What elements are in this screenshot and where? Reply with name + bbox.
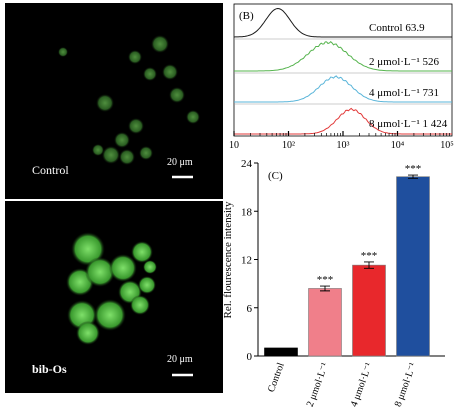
histogram-curve-4umol bbox=[234, 75, 452, 103]
y-tick-label: 18 bbox=[241, 206, 253, 218]
caption-control: Control bbox=[32, 163, 69, 177]
y-tick-label: 12 bbox=[241, 255, 252, 267]
y-tick-label: 0 bbox=[247, 351, 253, 363]
panel-a-label: (A) bbox=[6, 10, 22, 22]
bar-4 bbox=[396, 176, 430, 357]
y-axis-title: Rel. flourescence intensity bbox=[222, 201, 234, 318]
significance-label: *** bbox=[361, 250, 378, 262]
x-category-label: Control bbox=[266, 361, 287, 394]
x-tick-100000: 10⁵ bbox=[440, 140, 454, 151]
y-tick-label: 24 bbox=[241, 158, 253, 170]
y-tick-label: 6 bbox=[247, 303, 253, 315]
bar-2 bbox=[308, 288, 342, 357]
x-tick-10: 10 bbox=[229, 140, 239, 151]
control-cells bbox=[58, 35, 200, 165]
caption-bib-os: bib-Os bbox=[32, 362, 67, 376]
panel-b-label: (B) bbox=[239, 10, 254, 22]
panel-c-label: (C) bbox=[268, 170, 283, 182]
x-category-label: 2 μmol·L⁻¹ bbox=[305, 361, 331, 408]
x-tick-1000: 10³ bbox=[337, 140, 350, 151]
scale-bar-label-bottom: 20 μm bbox=[167, 354, 193, 365]
x-tick-100: 10² bbox=[282, 140, 295, 151]
error-bar-4 bbox=[408, 174, 418, 179]
significance-label: *** bbox=[317, 274, 334, 286]
scale-bar-label-top: 20 μm bbox=[167, 157, 193, 168]
error-bar-2 bbox=[320, 285, 330, 292]
series-label-8umol: 8 μmol·L⁻¹ 1 424 bbox=[369, 118, 448, 130]
x-category-label: 4 μmol·L⁻¹ bbox=[349, 361, 375, 408]
bar-3 bbox=[352, 264, 386, 357]
series-label-control: Control 63.9 bbox=[369, 22, 425, 34]
micrograph-control bbox=[5, 3, 223, 199]
micrograph-bib-os bbox=[5, 201, 223, 393]
histogram-curve-control bbox=[233, 7, 452, 38]
histogram-curve-8umol bbox=[234, 107, 452, 135]
x-category-label: 8 μmol·L⁻¹ bbox=[393, 361, 419, 408]
histogram-curve-2umol bbox=[234, 41, 452, 72]
bib-os-cells bbox=[66, 232, 157, 345]
significance-label: *** bbox=[405, 163, 422, 175]
bar-1 bbox=[264, 347, 298, 357]
error-bar-3 bbox=[364, 261, 374, 269]
x-tick-10000: 10⁴ bbox=[391, 140, 405, 151]
series-label-4umol: 4 μmol·L⁻¹ 731 bbox=[369, 87, 439, 99]
series-label-2umol: 2 μmol·L⁻¹ 526 bbox=[369, 56, 439, 68]
